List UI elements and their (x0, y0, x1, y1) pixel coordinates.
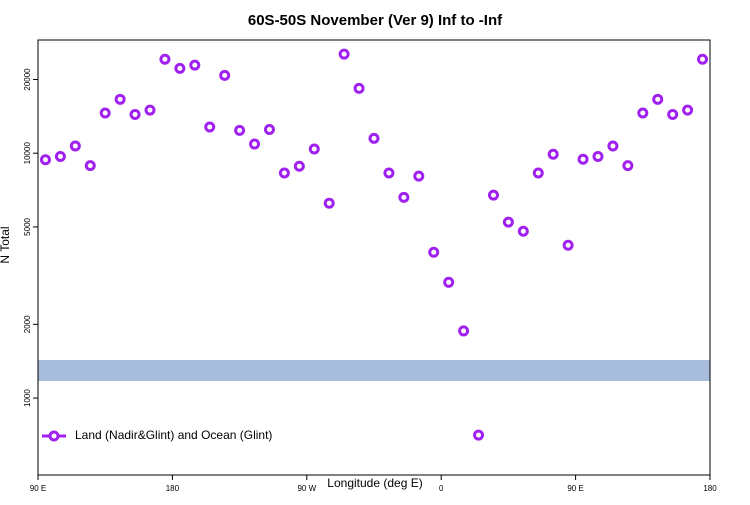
point (368, 132, 380, 144)
point (428, 246, 440, 258)
point (502, 216, 514, 228)
point (398, 191, 410, 203)
point (174, 62, 186, 74)
point (562, 239, 574, 251)
legend-marker (48, 430, 60, 442)
plot-frame (37, 39, 711, 476)
point (129, 108, 141, 120)
point (458, 325, 470, 337)
point (443, 276, 455, 288)
point (114, 93, 126, 105)
point (293, 160, 305, 172)
x-axis-label: Longitude (deg E) (327, 476, 422, 490)
point (84, 160, 96, 172)
point (652, 93, 664, 105)
point (234, 124, 246, 136)
x-tick-label: 0 (439, 484, 444, 493)
map-strip (38, 360, 710, 381)
point (278, 167, 290, 179)
y-tick-label: 2000 (23, 315, 32, 333)
y-axis-label: N Total (0, 226, 12, 263)
point (308, 143, 320, 155)
point (487, 189, 499, 201)
point (338, 48, 350, 60)
point (667, 108, 679, 120)
point (682, 104, 694, 116)
chart-title: 60S-50S November (Ver 9) Inf to -Inf (248, 12, 503, 29)
point (592, 150, 604, 162)
x-tick-label: 180 (166, 484, 180, 493)
x-tick-label: 180 (703, 484, 717, 493)
x-tick-label: 90 E (567, 484, 583, 493)
point (249, 138, 261, 150)
point (637, 107, 649, 119)
x-tick-label: 90 W (297, 484, 316, 493)
point (413, 170, 425, 182)
point (473, 429, 485, 441)
y-tick-label: 1000 (23, 389, 32, 407)
legend-label: Land (Nadir&Glint) and Ocean (Glint) (75, 428, 272, 442)
point (547, 148, 559, 160)
point (69, 140, 81, 152)
point (54, 150, 66, 162)
point (532, 167, 544, 179)
point (99, 107, 111, 119)
point (577, 153, 589, 165)
point (622, 160, 634, 172)
point (607, 140, 619, 152)
point (263, 123, 275, 135)
point (383, 167, 395, 179)
point (204, 121, 216, 133)
point (144, 104, 156, 116)
point (323, 197, 335, 209)
point (697, 53, 709, 65)
y-tick-label: 5000 (23, 217, 32, 235)
point (39, 154, 51, 166)
point (353, 82, 365, 94)
y-tick-label: 10000 (23, 142, 32, 165)
point (189, 59, 201, 71)
y-tick-label: 20000 (23, 68, 32, 91)
point (159, 53, 171, 65)
point (219, 69, 231, 81)
point (517, 225, 529, 237)
x-tick-label: 90 E (30, 484, 46, 493)
